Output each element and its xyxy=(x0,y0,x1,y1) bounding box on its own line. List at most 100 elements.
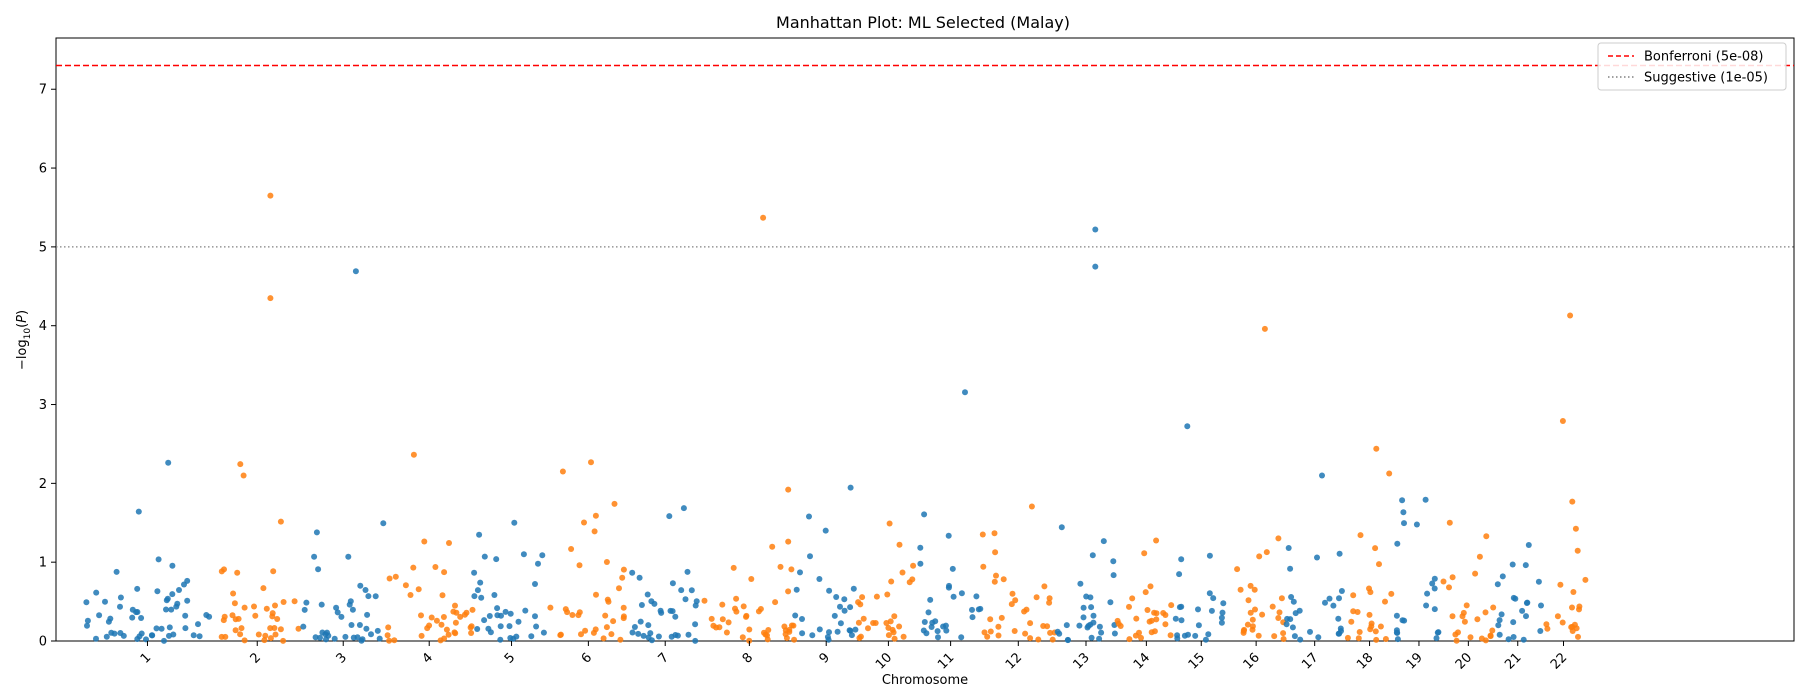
snp-point xyxy=(513,633,520,640)
snp-point xyxy=(532,581,538,587)
snp-point xyxy=(120,632,127,639)
x-tick-label: 11 xyxy=(935,650,957,672)
snp-point xyxy=(883,620,890,626)
snp-point xyxy=(1394,636,1401,643)
snp-point xyxy=(807,553,813,560)
snp-point xyxy=(468,623,475,630)
snp-point xyxy=(163,606,169,613)
snp-point xyxy=(506,623,513,630)
snp-point xyxy=(969,606,975,613)
snp-point xyxy=(1047,629,1054,636)
snp-point xyxy=(117,603,123,610)
snp-point xyxy=(176,587,182,593)
snp-point xyxy=(1284,615,1291,622)
snp-point xyxy=(1192,632,1199,639)
snp-point xyxy=(755,608,762,615)
snp-point xyxy=(562,606,569,613)
snp-point xyxy=(1202,636,1209,643)
snp-point xyxy=(991,530,998,537)
snp-point xyxy=(1523,600,1530,606)
snp-point xyxy=(315,566,322,573)
snp-point xyxy=(826,629,832,636)
snp-point xyxy=(576,562,583,569)
snp-point xyxy=(432,564,439,570)
snp-point xyxy=(477,579,484,586)
snp-point xyxy=(910,562,917,569)
snp-point xyxy=(1434,629,1441,636)
y-tick-label: 2 xyxy=(39,477,47,492)
snp-point xyxy=(195,621,201,628)
snp-point xyxy=(1234,566,1241,573)
snp-point xyxy=(809,632,816,639)
snp-point xyxy=(1147,583,1154,590)
snp-point xyxy=(317,634,323,641)
snp-point xyxy=(349,606,356,613)
snp-point xyxy=(1218,619,1225,626)
snp-point xyxy=(1096,635,1103,642)
snp-point xyxy=(678,587,685,594)
snp-point xyxy=(535,560,541,567)
snp-point xyxy=(386,575,393,582)
snp-point xyxy=(588,459,594,466)
snp-point xyxy=(837,603,843,610)
snp-point xyxy=(182,612,189,619)
snp-point xyxy=(168,606,175,613)
snp-point xyxy=(730,564,737,571)
snp-point xyxy=(280,637,287,644)
y-tick-label: 6 xyxy=(39,162,47,177)
snp-point xyxy=(1510,619,1517,626)
snp-point xyxy=(927,596,934,603)
snp-point xyxy=(450,608,457,615)
snp-point xyxy=(241,637,248,644)
snp-point xyxy=(528,633,535,640)
snp-point xyxy=(1278,595,1285,602)
snp-point xyxy=(347,598,354,605)
snp-point xyxy=(928,624,935,630)
snp-point xyxy=(481,617,488,624)
snp-point xyxy=(1023,606,1030,613)
snp-point xyxy=(502,608,509,615)
snp-point xyxy=(575,612,582,619)
snp-point xyxy=(1280,630,1287,637)
snp-point xyxy=(799,616,805,622)
snp-point xyxy=(1440,578,1447,585)
snp-point xyxy=(313,529,320,536)
snp-point xyxy=(1314,554,1320,561)
snp-point xyxy=(822,527,829,534)
snp-point xyxy=(896,623,903,630)
snp-point xyxy=(1429,580,1436,587)
snp-point xyxy=(342,633,349,640)
snp-point xyxy=(837,620,844,627)
snp-point xyxy=(925,609,932,616)
snp-point xyxy=(1568,624,1575,631)
snp-point xyxy=(733,595,740,602)
snp-point xyxy=(196,633,203,640)
snp-point xyxy=(608,631,615,638)
snp-point xyxy=(1153,616,1160,623)
snp-point xyxy=(958,634,965,641)
snp-point xyxy=(733,608,740,615)
snp-point xyxy=(1064,637,1071,644)
snp-point xyxy=(1205,631,1212,638)
snp-point xyxy=(486,613,493,619)
snp-point xyxy=(1453,637,1460,644)
snp-point xyxy=(1287,565,1294,572)
snp-point xyxy=(1107,599,1114,606)
snp-point xyxy=(1372,628,1379,635)
snp-point xyxy=(497,623,504,630)
snp-point xyxy=(169,562,176,569)
snp-point xyxy=(471,569,478,576)
snp-point xyxy=(1263,549,1270,556)
snp-point xyxy=(260,585,267,592)
snp-point xyxy=(1088,634,1095,641)
snp-point xyxy=(848,632,855,639)
snp-point xyxy=(1338,588,1345,594)
snp-point xyxy=(619,574,626,581)
snp-point xyxy=(593,591,599,598)
x-tick-label: 20 xyxy=(1453,650,1475,672)
x-tick-label: 1 xyxy=(138,650,154,666)
snp-point xyxy=(1208,607,1215,614)
snp-point xyxy=(1009,590,1016,597)
snp-point xyxy=(457,613,464,620)
snp-point xyxy=(251,603,257,610)
